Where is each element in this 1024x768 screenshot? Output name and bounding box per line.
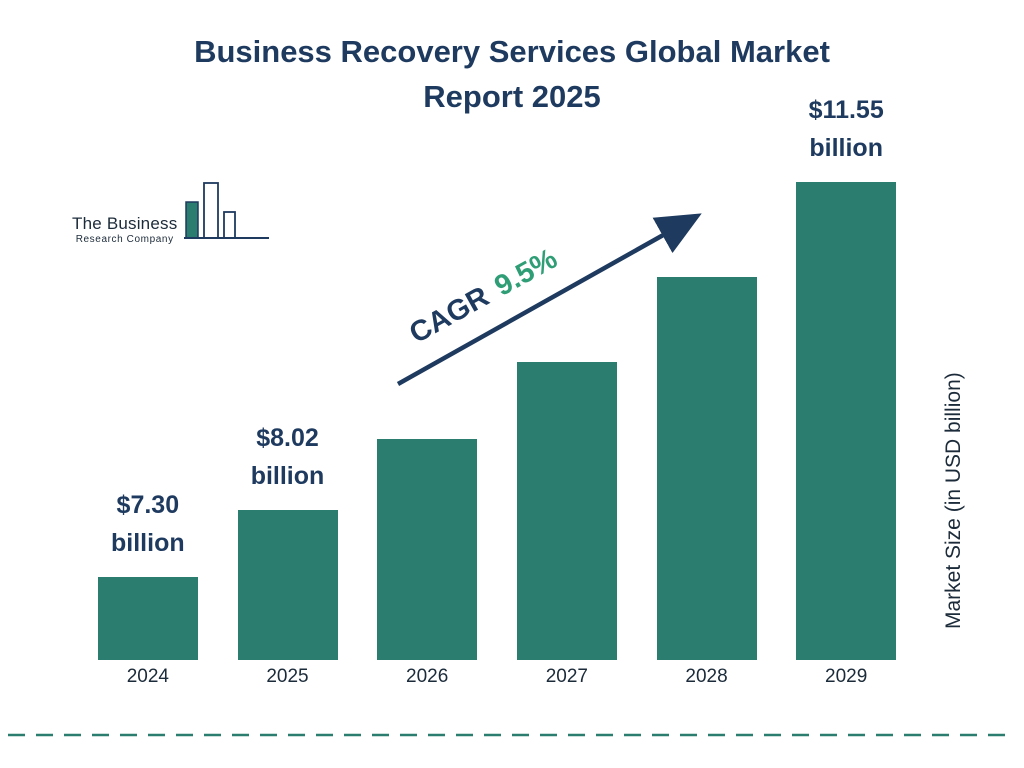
page-title-line1: Business Recovery Services Global Market [194, 34, 830, 69]
bar-chart-logo-icon [183, 180, 271, 249]
x-label-2025: 2025 [266, 666, 309, 687]
logo-name-line1: The Business [72, 214, 178, 233]
bar-2028 [656, 277, 757, 660]
bar-column-2026 [357, 100, 497, 660]
x-label-2027: 2027 [545, 666, 588, 687]
bar-2026 [377, 439, 478, 660]
company-logo-text: The Business Research Company [72, 214, 177, 245]
value-label-2024: $7.30 billion [111, 490, 185, 558]
bar-2029 [796, 182, 897, 660]
y-axis-label: Market Size (in USD billion) [942, 372, 965, 630]
bar-column-2029: $11.55 billion [776, 96, 916, 660]
bars-row: $7.30 billion $8.02 billion $11.55 billion [78, 96, 916, 660]
x-label-2026: 2026 [406, 666, 449, 687]
value-label-2029: $11.55 billion [808, 95, 884, 163]
value-label-2025: $8.02 billion [250, 423, 325, 491]
page-title-line2: Report 2025 [423, 78, 601, 114]
bar-column-2025: $8.02 billion [218, 100, 358, 660]
x-label-2024: 2024 [126, 666, 169, 687]
bar-column-2024: $7.30 billion [78, 100, 218, 660]
bar-2027 [516, 362, 617, 660]
bar-2024 [97, 577, 198, 660]
company-logo: The Business Research Company [72, 180, 271, 249]
bar-column-2028 [637, 100, 777, 660]
page-title: Business Recovery Services Global Market… [0, 30, 1024, 120]
x-label-2028: 2028 [685, 666, 728, 687]
bar-column-2027 [497, 100, 637, 660]
logo-name-line2: Research Company [75, 234, 174, 245]
x-axis-row: 2024 2025 2026 2027 2028 2029 [78, 666, 916, 688]
x-label-2029: 2029 [825, 666, 868, 687]
bar-2025 [237, 510, 338, 660]
